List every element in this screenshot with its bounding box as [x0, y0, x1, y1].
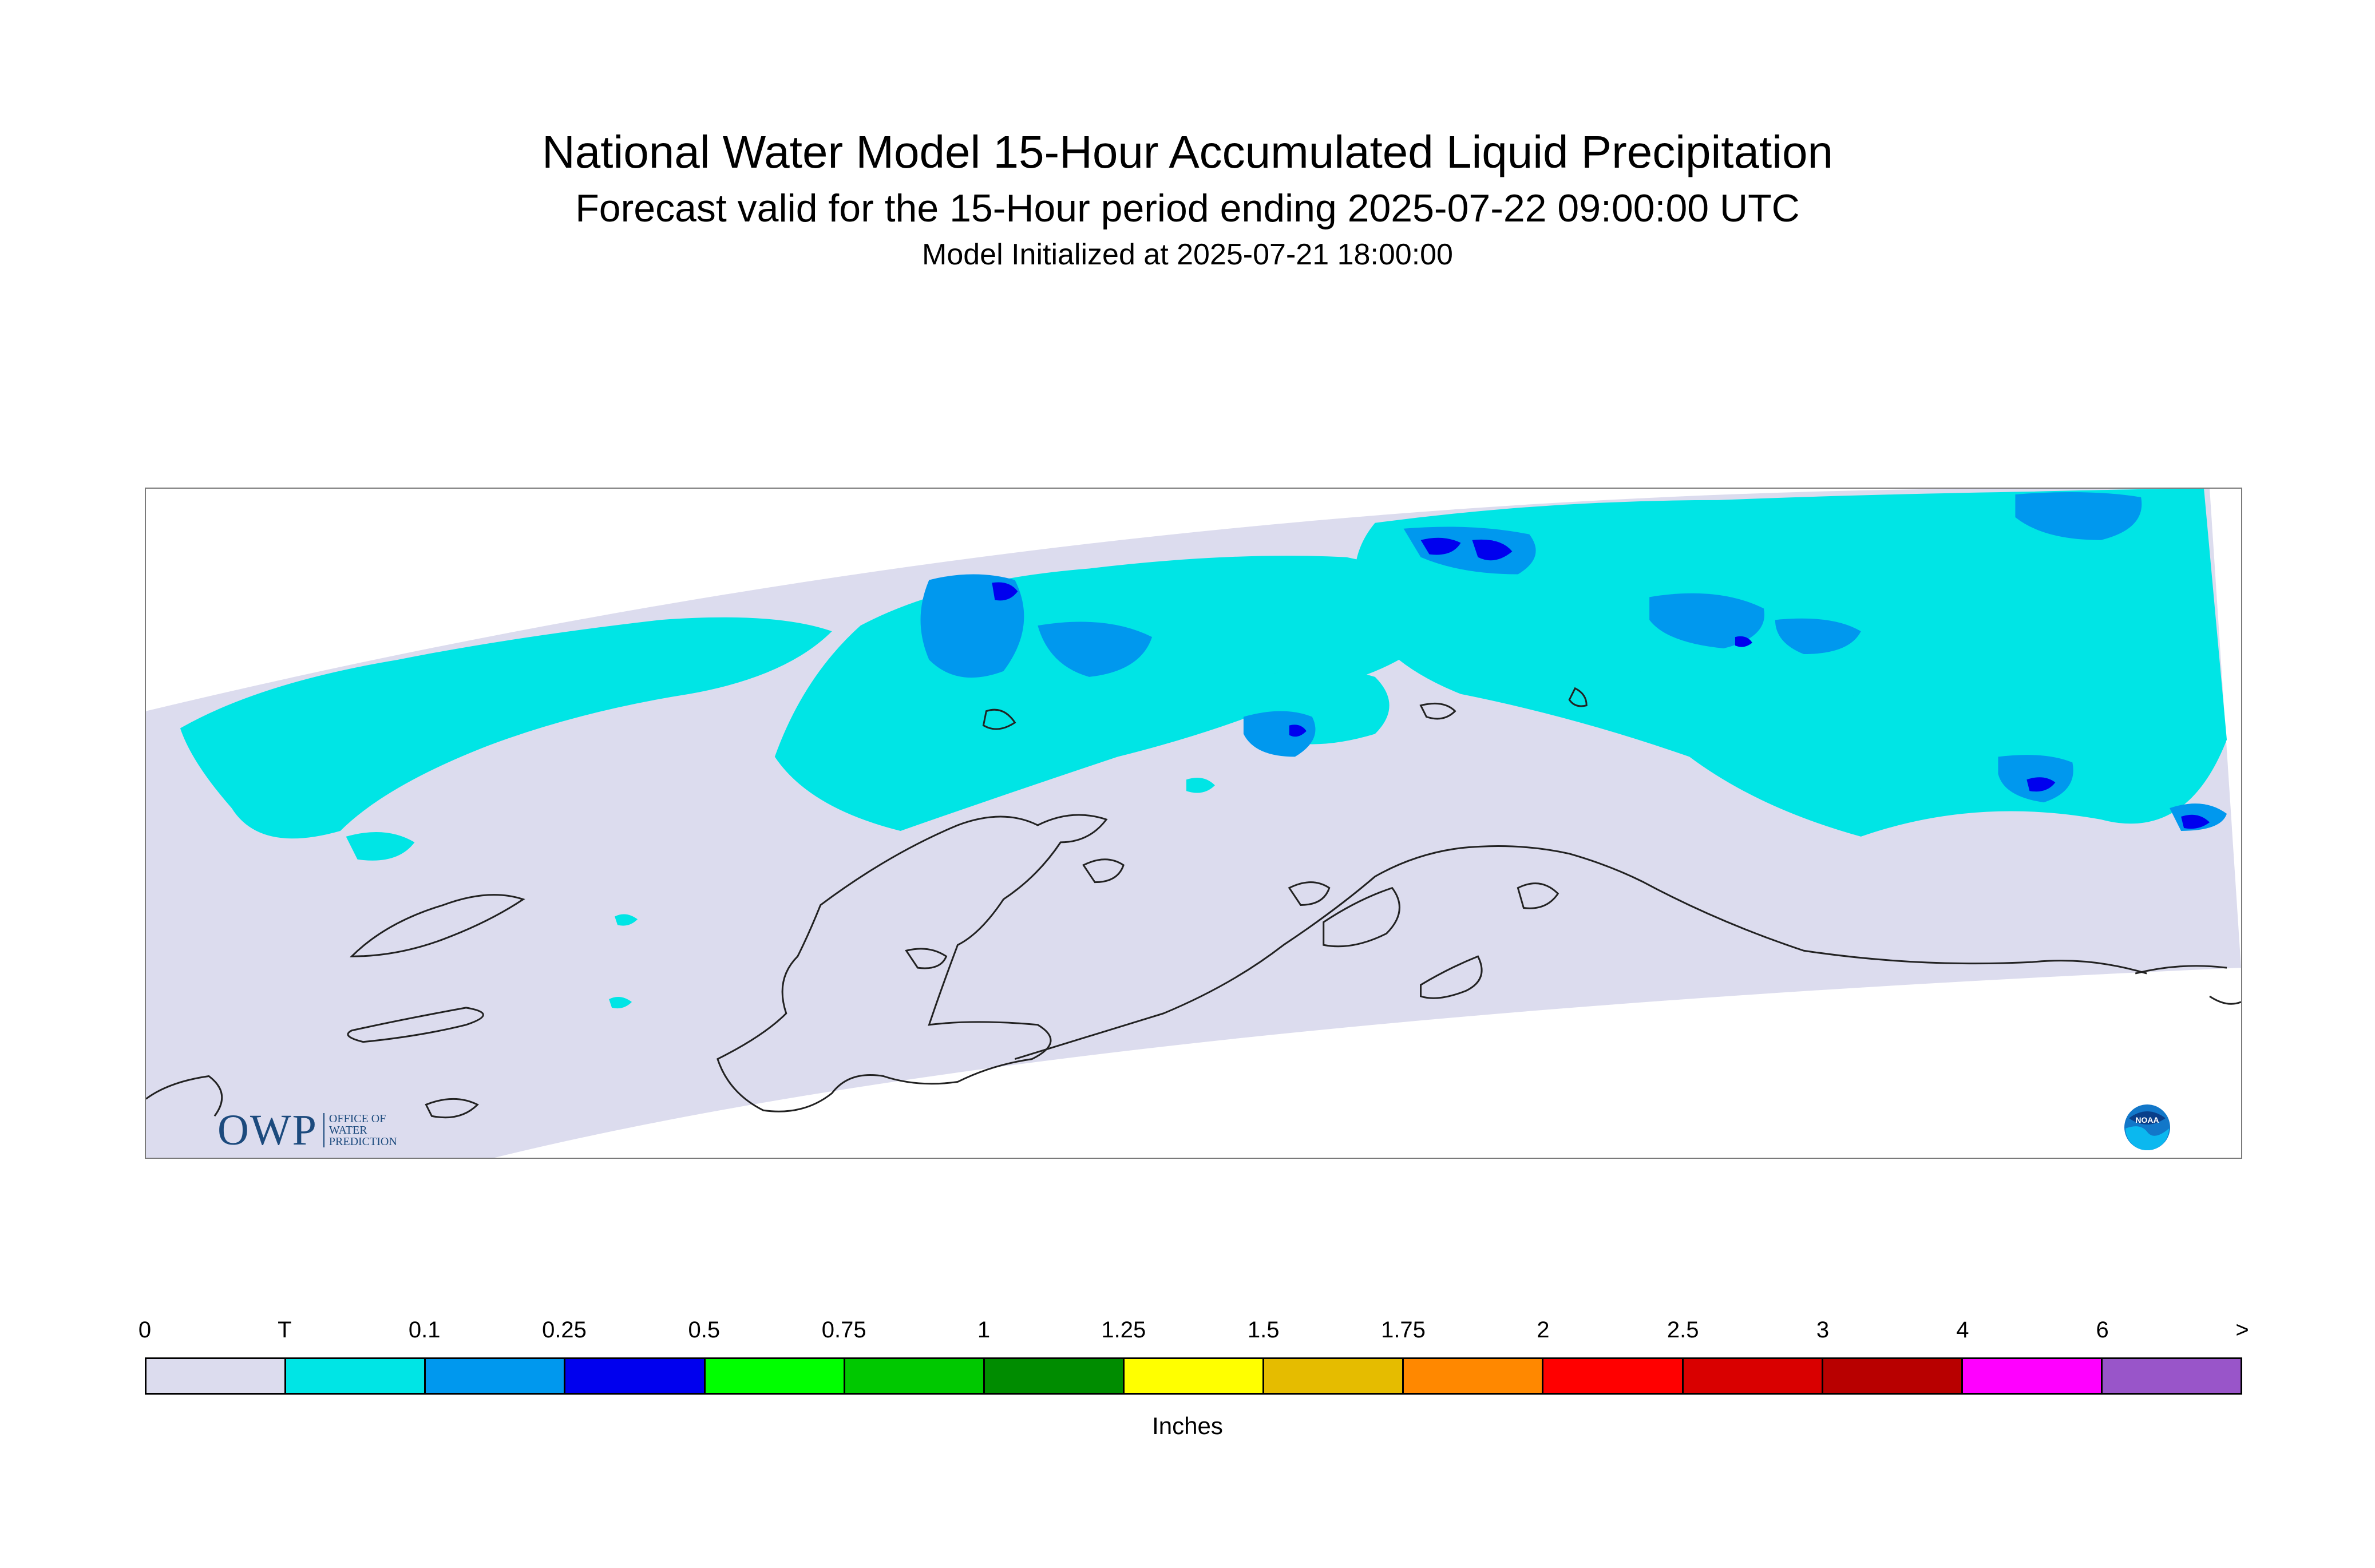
legend-swatch [2102, 1359, 2241, 1393]
legend-tick-label: 1.75 [1381, 1317, 1426, 1343]
legend-tick-label: 6 [2096, 1317, 2109, 1343]
legend-swatch [1823, 1359, 1963, 1393]
legend-swatch [426, 1359, 566, 1393]
precip-dark-blue-areas [992, 537, 2210, 829]
legend-swatch [1962, 1359, 2103, 1393]
legend-tick-label: 3 [1816, 1317, 1830, 1343]
legend-units: Inches [1152, 1412, 1223, 1439]
legend-swatch [1124, 1359, 1265, 1393]
legend-tick-labels: 0 T 0.1 0.25 0.5 0.75 1 1.25 1.5 1.75 2 2.5 3 4 6 > [138, 1317, 2249, 1346]
precipitation-map [146, 489, 2241, 1158]
map-subtitle: Forecast valid for the 15-Hour period en… [575, 187, 1800, 230]
model-init-time: Model Initialized at 2025-07-21 18:00:00 [922, 238, 1453, 271]
owp-letters: OWP [217, 1106, 318, 1154]
legend-tick-label: 1.25 [1101, 1317, 1146, 1343]
legend-tick-label: 0.5 [688, 1317, 721, 1343]
legend-swatch [286, 1359, 426, 1393]
legend-tick-label: 0.1 [408, 1317, 441, 1343]
owp-line-1: OFFICE OF [328, 1112, 386, 1125]
legend-swatch [565, 1359, 706, 1393]
legend-swatch [1543, 1359, 1684, 1393]
legend-tick-label: 1.5 [1247, 1317, 1280, 1343]
legend-swatch [845, 1359, 985, 1393]
legend-tick-label: 1 [977, 1317, 991, 1343]
owp-subtitle: OFFICE OF WATER PREDICTION [323, 1113, 397, 1147]
legend-tick-label: 2 [1537, 1317, 1550, 1343]
legend-tick-label: 0 [138, 1317, 152, 1343]
legend-swatch [1683, 1359, 1823, 1393]
owp-logo: OWP OFFICE OF WATER PREDICTION [217, 1106, 397, 1154]
legend-tick-label: 2.5 [1667, 1317, 1699, 1343]
legend-tick-label: 0.75 [821, 1317, 866, 1343]
legend-swatch [984, 1359, 1125, 1393]
map-panel [145, 488, 2242, 1159]
map-title: National Water Model 15-Hour Accumulated… [542, 126, 1833, 177]
legend-tick-label: 0.25 [542, 1317, 587, 1343]
legend-swatch [1404, 1359, 1544, 1393]
owp-line-3: PREDICTION [328, 1135, 397, 1148]
noaa-logo-text: NOAA [2135, 1115, 2159, 1124]
alaska-coastline [146, 687, 2241, 1119]
precipitation-legend [145, 1357, 2242, 1395]
legend-tick-label: T [278, 1317, 292, 1343]
legend-swatch [1264, 1359, 1404, 1393]
legend-swatch [147, 1359, 287, 1393]
precip-trace-areas [180, 489, 2227, 1009]
legend-tick-label: 4 [1956, 1317, 1969, 1343]
owp-line-2: WATER [328, 1124, 367, 1137]
noaa-logo: NOAA [2124, 1104, 2170, 1150]
legend-tick-label: > [2235, 1317, 2249, 1343]
legend-swatch [705, 1359, 845, 1393]
